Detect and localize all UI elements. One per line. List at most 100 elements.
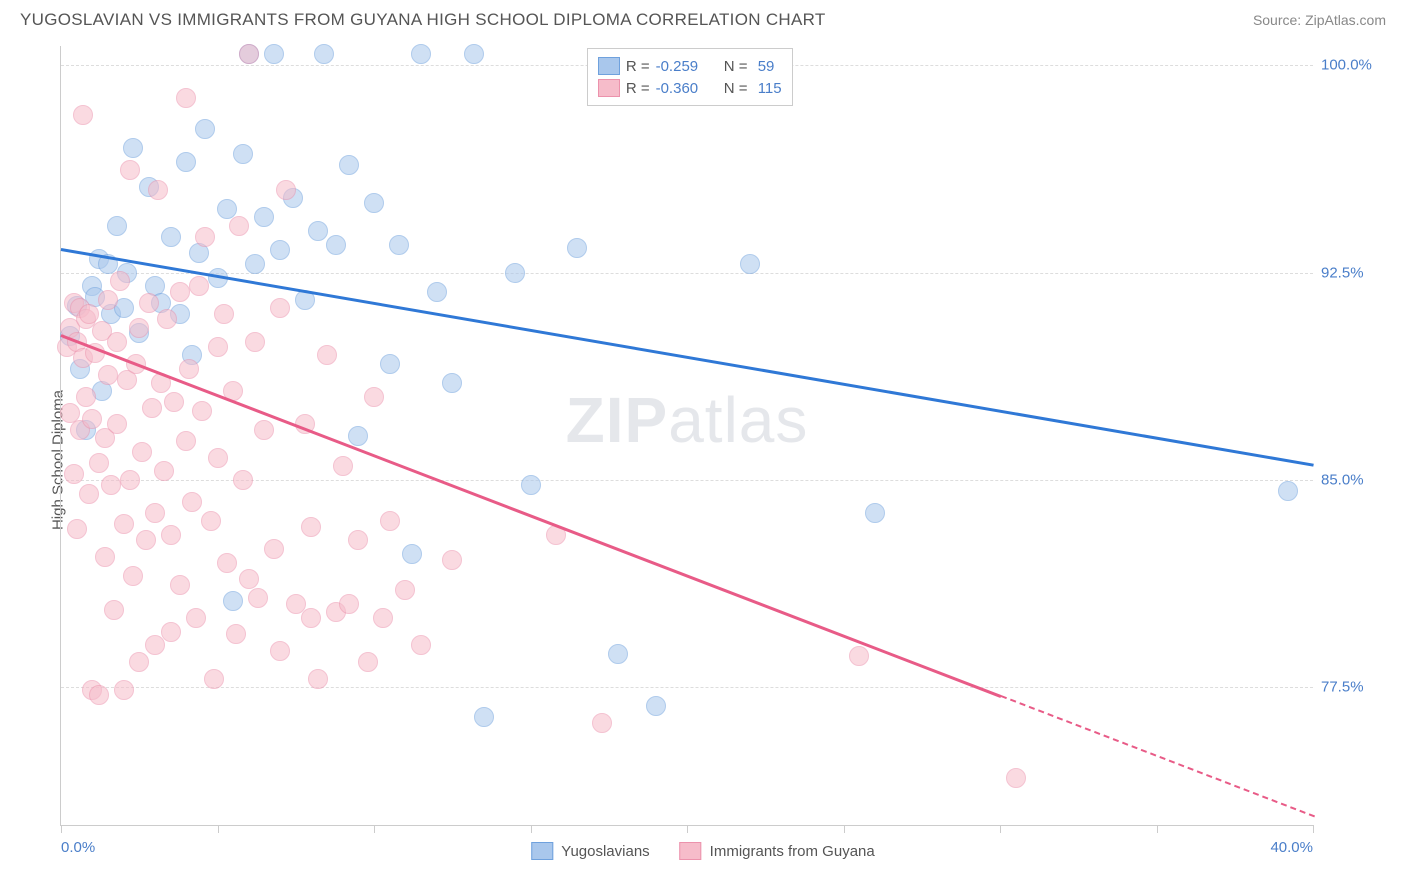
data-point-guyana	[270, 298, 290, 318]
data-point-yugoslavians	[270, 240, 290, 260]
data-point-guyana	[89, 453, 109, 473]
data-point-yugoslavians	[464, 44, 484, 64]
data-point-yugoslavians	[740, 254, 760, 274]
x-tick	[374, 825, 375, 833]
data-point-yugoslavians	[176, 152, 196, 172]
data-point-guyana	[849, 646, 869, 666]
data-point-guyana	[176, 88, 196, 108]
x-tick	[61, 825, 62, 833]
data-point-guyana	[129, 318, 149, 338]
data-point-guyana	[395, 580, 415, 600]
data-point-yugoslavians	[442, 373, 462, 393]
data-point-guyana	[67, 519, 87, 539]
y-tick-label: 77.5%	[1321, 678, 1364, 695]
data-point-guyana	[208, 448, 228, 468]
data-point-guyana	[186, 608, 206, 628]
chart-container: High School Diploma ZIPatlas 77.5%85.0%9…	[18, 46, 1388, 874]
data-point-yugoslavians	[402, 544, 422, 564]
data-point-guyana	[195, 227, 215, 247]
data-point-yugoslavians	[254, 207, 274, 227]
chart-source: Source: ZipAtlas.com	[1253, 12, 1386, 28]
data-point-yugoslavians	[308, 221, 328, 241]
data-point-yugoslavians	[865, 503, 885, 523]
data-point-yugoslavians	[339, 155, 359, 175]
data-point-guyana	[98, 290, 118, 310]
legend-label: Immigrants from Guyana	[710, 843, 875, 860]
data-point-guyana	[358, 652, 378, 672]
data-point-yugoslavians	[314, 44, 334, 64]
data-point-guyana	[348, 530, 368, 550]
data-point-yugoslavians	[233, 144, 253, 164]
data-point-guyana	[107, 414, 127, 434]
data-point-guyana	[120, 470, 140, 490]
data-point-guyana	[380, 511, 400, 531]
data-point-yugoslavians	[1278, 481, 1298, 501]
data-point-guyana	[136, 530, 156, 550]
legend-n-value: 115	[754, 80, 782, 97]
data-point-guyana	[254, 420, 274, 440]
legend-stats-row-guyana: R = -0.360 N = 115	[598, 77, 782, 99]
legend-r-value: -0.360	[656, 80, 714, 97]
data-point-guyana	[333, 456, 353, 476]
x-tick	[687, 825, 688, 833]
data-point-guyana	[157, 309, 177, 329]
data-point-guyana	[98, 365, 118, 385]
data-point-guyana	[132, 442, 152, 462]
regression-line-yugoslavians	[61, 248, 1314, 466]
data-point-guyana	[317, 345, 337, 365]
data-point-guyana	[170, 575, 190, 595]
data-point-guyana	[373, 608, 393, 628]
data-point-guyana	[248, 588, 268, 608]
data-point-guyana	[120, 160, 140, 180]
data-point-guyana	[101, 475, 121, 495]
chart-header: YUGOSLAVIAN VS IMMIGRANTS FROM GUYANA HI…	[0, 0, 1406, 38]
data-point-guyana	[129, 652, 149, 672]
data-point-yugoslavians	[646, 696, 666, 716]
data-point-guyana	[264, 539, 284, 559]
data-point-guyana	[79, 484, 99, 504]
y-tick-label: 92.5%	[1321, 264, 1364, 281]
legend-item-guyana: Immigrants from Guyana	[680, 842, 875, 860]
y-tick-label: 100.0%	[1321, 57, 1372, 74]
legend-swatch	[598, 57, 620, 75]
data-point-guyana	[182, 492, 202, 512]
data-point-guyana	[239, 44, 259, 64]
chart-title: YUGOSLAVIAN VS IMMIGRANTS FROM GUYANA HI…	[20, 10, 826, 30]
data-point-yugoslavians	[107, 216, 127, 236]
data-point-guyana	[201, 511, 221, 531]
data-point-yugoslavians	[123, 138, 143, 158]
data-point-guyana	[139, 293, 159, 313]
legend-label: Yugoslavians	[561, 843, 649, 860]
data-point-guyana	[176, 431, 196, 451]
data-point-guyana	[142, 398, 162, 418]
legend-stats-row-yugoslavians: R = -0.259 N = 59	[598, 55, 782, 77]
data-point-guyana	[114, 514, 134, 534]
data-point-yugoslavians	[521, 475, 541, 495]
regression-line-dash-guyana	[1000, 695, 1314, 817]
legend-bottom: Yugoslavians Immigrants from Guyana	[531, 842, 874, 860]
plot-area: ZIPatlas 77.5%85.0%92.5%100.0%0.0%40.0%R…	[60, 46, 1313, 826]
data-point-yugoslavians	[245, 254, 265, 274]
data-point-yugoslavians	[380, 354, 400, 374]
data-point-yugoslavians	[567, 238, 587, 258]
data-point-yugoslavians	[348, 426, 368, 446]
data-point-guyana	[161, 525, 181, 545]
legend-item-yugoslavians: Yugoslavians	[531, 842, 649, 860]
data-point-guyana	[239, 569, 259, 589]
legend-n-label: N =	[720, 80, 748, 97]
data-point-guyana	[1006, 768, 1026, 788]
x-tick	[531, 825, 532, 833]
data-point-guyana	[339, 594, 359, 614]
data-point-guyana	[226, 624, 246, 644]
data-point-guyana	[145, 635, 165, 655]
data-point-guyana	[214, 304, 234, 324]
data-point-guyana	[170, 282, 190, 302]
data-point-guyana	[592, 713, 612, 733]
data-point-yugoslavians	[427, 282, 447, 302]
data-point-guyana	[208, 337, 228, 357]
data-point-guyana	[276, 180, 296, 200]
legend-swatch	[531, 842, 553, 860]
legend-n-label: N =	[720, 58, 748, 75]
legend-stats: R = -0.259 N = 59R = -0.360 N = 115	[587, 48, 793, 106]
data-point-guyana	[192, 401, 212, 421]
